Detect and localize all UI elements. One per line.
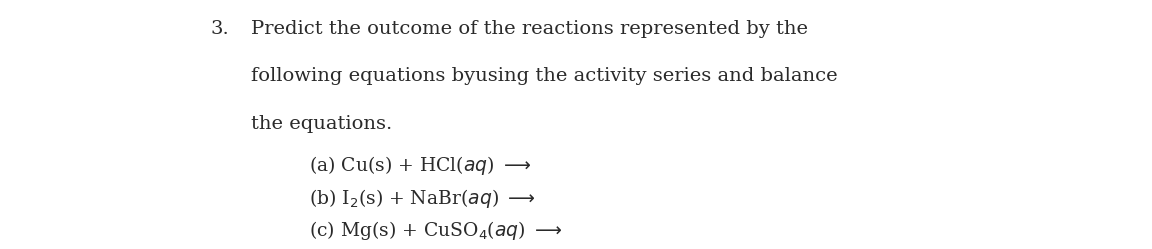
Text: 3.: 3.: [211, 20, 229, 38]
Text: (c) Mg(s) + CuSO$_4$($aq$) $\longrightarrow$: (c) Mg(s) + CuSO$_4$($aq$) $\longrightar…: [309, 219, 562, 242]
Text: (b) I$_2$(s) + NaBr($aq$) $\longrightarrow$: (b) I$_2$(s) + NaBr($aq$) $\longrightarr…: [309, 187, 536, 210]
Text: the equations.: the equations.: [251, 115, 393, 132]
Text: following equations byusing the activity series and balance: following equations byusing the activity…: [251, 67, 838, 85]
Text: (a) Cu(s) + HCl($aq$) $\longrightarrow$: (a) Cu(s) + HCl($aq$) $\longrightarrow$: [309, 154, 531, 177]
Text: Predict the outcome of the reactions represented by the: Predict the outcome of the reactions rep…: [251, 20, 809, 38]
